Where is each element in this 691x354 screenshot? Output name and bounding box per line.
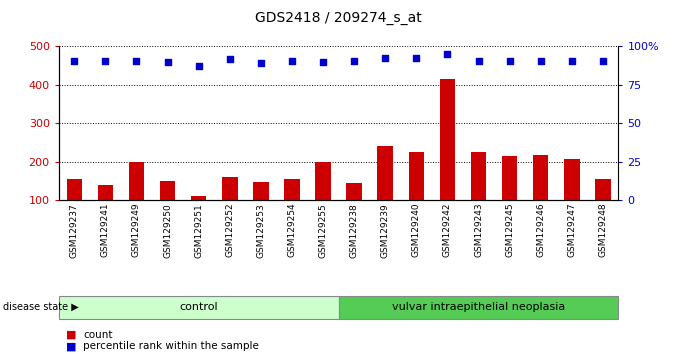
Bar (408, 152, 424, 200)
Bar (129, 161, 144, 200)
Bar (439, 79, 455, 200)
Point (100, 58, 111, 64)
Point (442, 52, 453, 57)
Bar (564, 159, 580, 200)
Text: vulvar intraepithelial neoplasia: vulvar intraepithelial neoplasia (392, 302, 565, 312)
Bar (59, 296, 339, 319)
Point (504, 58, 515, 64)
Point (473, 58, 484, 63)
Point (566, 58, 577, 64)
Point (348, 58, 359, 64)
Point (162, 59, 173, 65)
Bar (502, 156, 518, 200)
Bar (377, 146, 393, 200)
Text: disease state ▶: disease state ▶ (3, 302, 79, 312)
Text: count: count (83, 330, 113, 339)
Point (379, 55, 390, 61)
Point (255, 61, 266, 66)
Point (286, 58, 297, 64)
Bar (253, 182, 269, 200)
Point (410, 56, 422, 61)
Point (68, 58, 79, 63)
Bar (222, 177, 238, 200)
Bar (595, 179, 611, 200)
Point (317, 59, 328, 65)
Text: GDS2418 / 209274_s_at: GDS2418 / 209274_s_at (255, 11, 422, 25)
Point (193, 63, 204, 69)
Bar (284, 179, 300, 200)
Text: percentile rank within the sample: percentile rank within the sample (83, 341, 259, 351)
Text: ■: ■ (66, 341, 76, 351)
Bar (160, 181, 176, 200)
Bar (339, 296, 618, 319)
Bar (346, 183, 362, 200)
Bar (97, 185, 113, 200)
Point (597, 58, 608, 64)
Point (131, 58, 142, 64)
Bar (471, 152, 486, 200)
Text: control: control (180, 302, 218, 312)
Bar (533, 155, 549, 200)
Point (224, 57, 235, 62)
Bar (66, 179, 82, 200)
Text: ■: ■ (66, 330, 76, 339)
Point (535, 58, 546, 63)
Bar (315, 161, 331, 200)
Bar (191, 196, 207, 200)
